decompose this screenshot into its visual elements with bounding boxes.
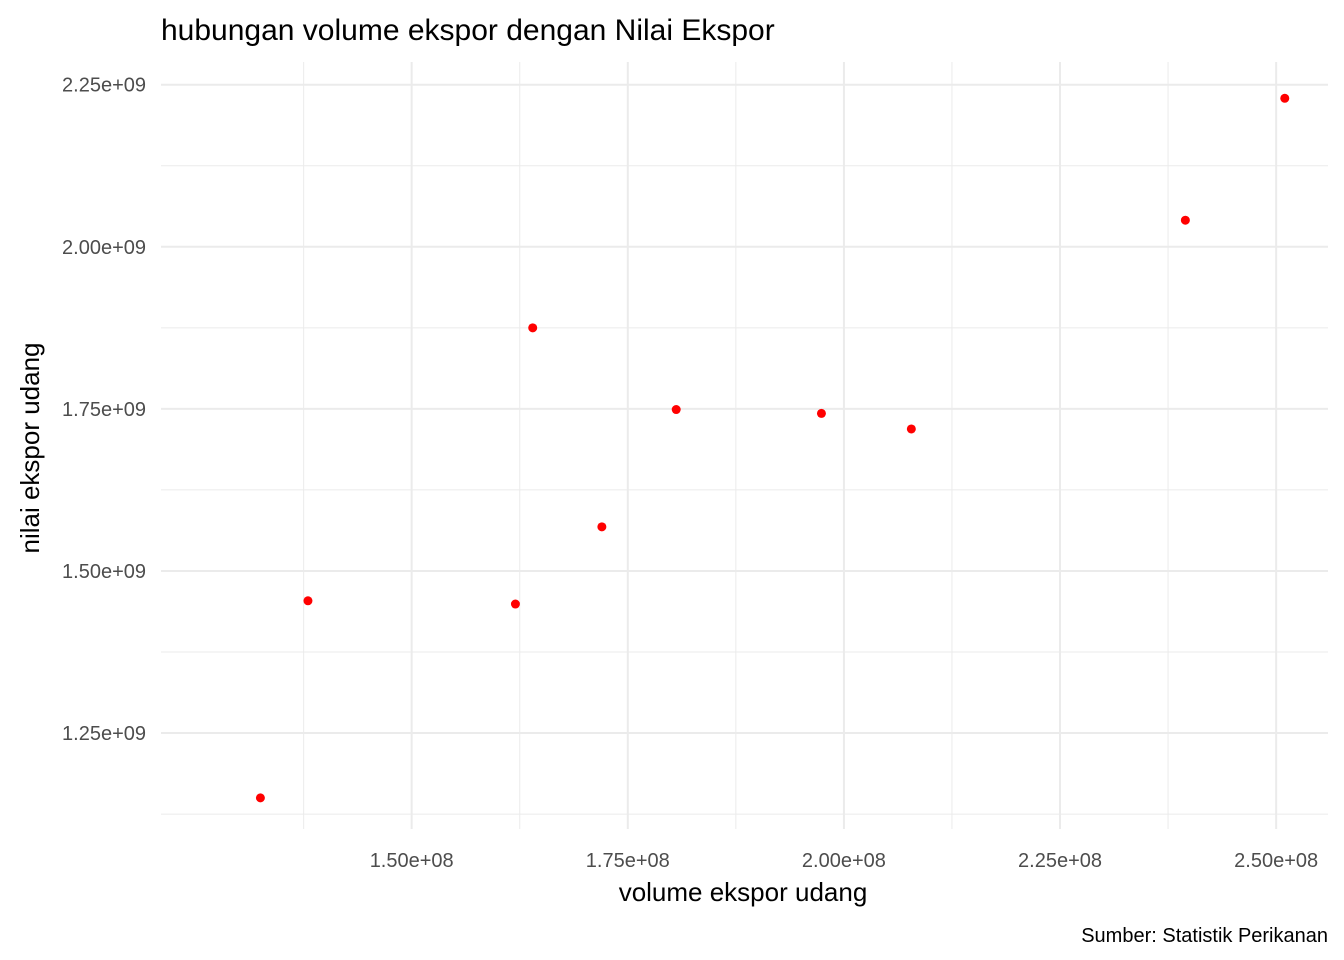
chart-title: hubungan volume ekspor dengan Nilai Eksp… [161,14,775,47]
data-point [906,424,916,434]
data-point [510,599,520,609]
data-point [816,408,826,418]
data-points [255,93,1290,803]
y-tick-label: 1.25e+09 [62,723,146,745]
y-axis-ticks: 1.25e+09 1.50e+09 1.75e+09 2.00e+09 2.25e+09 [62,75,146,745]
data-point [303,596,313,606]
y-axis-title: nilai ekspor udang [15,342,45,553]
caption: Sumber: Statistik Perikanan [1081,925,1328,947]
data-point [597,522,607,532]
x-tick-label: 2.25e+08 [1018,850,1102,872]
y-tick-label: 2.25e+09 [62,75,146,97]
data-point [1280,93,1290,103]
x-tick-label: 2.00e+08 [802,850,886,872]
x-tick-label: 2.50e+08 [1234,850,1318,872]
y-tick-label: 2.00e+09 [62,237,146,259]
data-point [671,405,681,415]
x-axis-title: volume ekspor udang [619,877,868,907]
x-tick-label: 1.50e+08 [370,850,454,872]
grid [161,62,1328,829]
y-tick-label: 1.50e+09 [62,561,146,583]
x-axis-ticks: 1.50e+08 1.75e+08 2.00e+08 2.25e+08 2.50e+08 [370,850,1318,872]
y-tick-label: 1.75e+09 [62,399,146,421]
data-point [528,323,538,333]
data-point [255,793,265,803]
data-point [1180,215,1190,225]
x-tick-label: 1.75e+08 [586,850,670,872]
